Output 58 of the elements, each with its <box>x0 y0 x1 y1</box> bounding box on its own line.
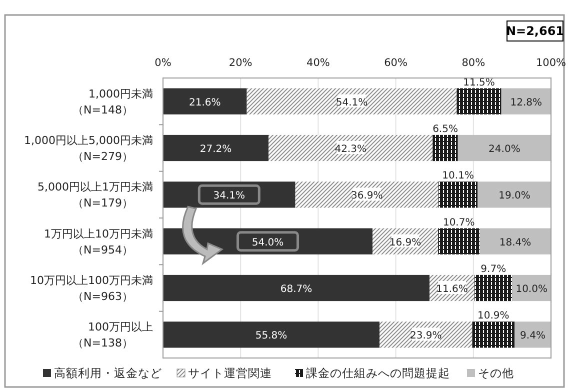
data-label: 27.2% <box>200 144 232 155</box>
data-label: 36.9% <box>351 190 383 202</box>
x-tick-label: 80% <box>462 57 486 69</box>
data-label: 55.8% <box>255 330 288 342</box>
data-label: 6.5% <box>432 124 458 135</box>
data-label: 34.1% <box>213 190 246 202</box>
y-tick-label: 1,000円以上5,000円未満（N=279） <box>24 134 153 163</box>
data-label: 9.4% <box>520 330 546 342</box>
bar <box>432 134 458 162</box>
data-label: 54.1% <box>336 97 368 108</box>
x-tick-label: 0% <box>154 57 172 69</box>
bar <box>163 274 430 302</box>
y-tick-label: 10万円以上100万円未満（N=963） <box>30 274 153 303</box>
data-label: 16.9% <box>389 237 422 248</box>
bar <box>246 88 457 114</box>
legend-label: その他 <box>478 366 514 380</box>
data-label: 54.0% <box>252 237 284 248</box>
bar <box>163 134 269 162</box>
data-label: 10.1% <box>442 170 474 182</box>
y-tick-label: 100万円以上（N=138） <box>72 320 153 350</box>
data-label: 21.6% <box>189 97 221 108</box>
bar <box>268 134 433 162</box>
data-label: 68.7% <box>280 284 312 295</box>
bar <box>458 134 551 162</box>
data-label: 24.0% <box>488 144 520 155</box>
x-tick-label: 20% <box>228 57 252 69</box>
bar <box>163 88 247 114</box>
text: N=2,661 <box>506 24 564 38</box>
data-label: 19.0% <box>498 190 530 202</box>
y-tick-label: 5,000円以上1万円未満（N=179） <box>38 180 153 210</box>
data-label: 10.0% <box>516 284 548 295</box>
bar <box>480 228 551 254</box>
bar <box>474 274 512 302</box>
bar <box>501 88 551 114</box>
legend-label: サイト運営関連 <box>188 366 272 380</box>
data-label: 23.9% <box>410 330 442 342</box>
bar <box>163 322 380 348</box>
legend-label: 課金の仕組みへの問題提起 <box>306 366 450 380</box>
data-label: 12.8% <box>510 97 542 108</box>
data-label: 10.9% <box>477 310 510 322</box>
bar <box>472 322 515 348</box>
legend-label: 高額利用・返金など <box>54 366 162 380</box>
data-label: 42.3% <box>334 144 366 155</box>
bar <box>438 182 478 208</box>
x-tick-label: 60% <box>384 57 408 69</box>
data-label: 11.5% <box>463 77 495 88</box>
bar <box>456 88 502 114</box>
bar <box>478 182 552 208</box>
bar <box>438 228 480 254</box>
data-label: 9.7% <box>480 264 506 275</box>
x-tick-label: 40% <box>306 57 330 69</box>
x-tick-label: 100% <box>536 57 566 69</box>
y-tick-label: 1,000円未満（N=148） <box>72 87 153 116</box>
y-tick-label: 1万円以上10万円未満（N=954） <box>44 227 153 256</box>
bar <box>295 182 438 208</box>
data-label: 18.4% <box>499 237 532 248</box>
data-label: 10.7% <box>442 217 475 228</box>
data-label: 11.6% <box>436 284 468 295</box>
